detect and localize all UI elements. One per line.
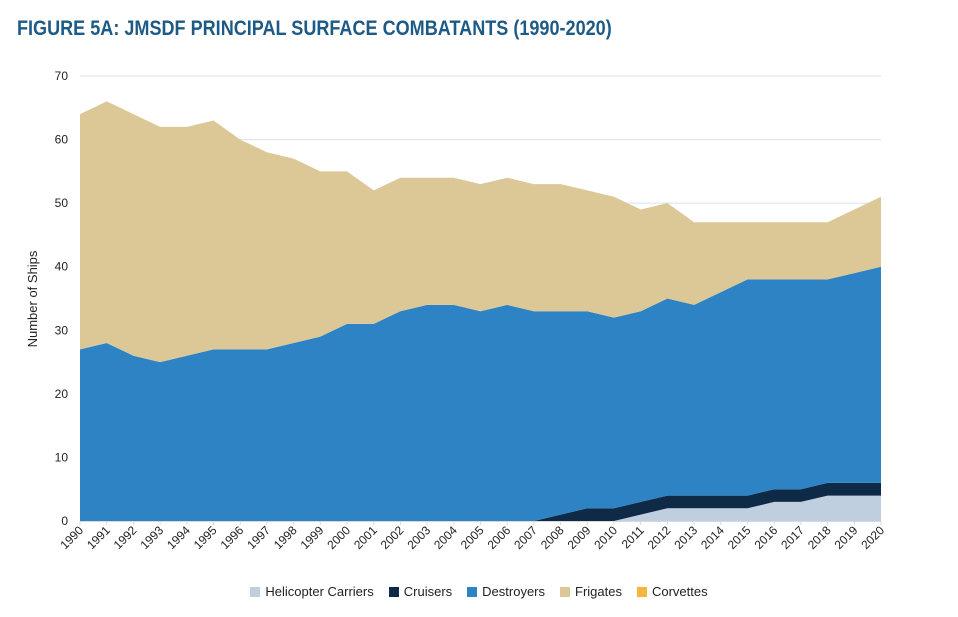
x-tick-label: 1994	[164, 523, 193, 552]
y-tick-label: 60	[55, 133, 69, 147]
x-axis: 1990199119921993199419951996199719981999…	[57, 521, 887, 552]
legend-label: Frigates	[575, 584, 622, 599]
x-tick-label: 2010	[591, 523, 620, 552]
y-tick-label: 40	[55, 260, 69, 274]
legend-label: Cruisers	[403, 584, 453, 599]
x-tick-label: 2005	[458, 523, 487, 552]
legend-item-helicopter-carriers: Helicopter Carriers	[250, 584, 374, 599]
x-tick-label: 2008	[538, 523, 567, 552]
x-tick-label: 2014	[698, 523, 727, 552]
x-tick-label: 2020	[858, 523, 887, 552]
x-tick-label: 2012	[645, 523, 674, 552]
x-tick-label: 2001	[351, 523, 380, 552]
x-tick-label: 1995	[191, 523, 220, 552]
y-tick-label: 0	[61, 514, 68, 528]
x-tick-label: 2004	[431, 523, 460, 552]
y-axis: 0 10 20 30 40 50 60 70	[55, 69, 69, 528]
legend-item-destroyers: Destroyers	[467, 584, 545, 599]
x-tick-label: 2016	[752, 523, 781, 552]
legend-label: Corvettes	[651, 584, 708, 599]
x-tick-label: 1993	[137, 523, 166, 552]
area-destroyers	[80, 266, 881, 521]
x-tick-label: 2006	[485, 523, 514, 552]
x-tick-label: 2000	[324, 523, 353, 552]
y-tick-label: 10	[55, 450, 69, 464]
x-tick-label: 1991	[84, 523, 113, 552]
legend-label: Destroyers	[482, 584, 546, 599]
x-tick-label: 2013	[671, 523, 700, 552]
x-tick-label: 1996	[218, 523, 247, 552]
stacked-areas	[80, 101, 881, 521]
x-tick-label: 1998	[271, 523, 300, 552]
legend-item-corvettes: Corvettes	[636, 584, 708, 599]
legend-swatch	[388, 586, 399, 597]
y-tick-label: 20	[55, 387, 69, 401]
x-tick-label: 2015	[725, 523, 754, 552]
legend-swatch	[636, 586, 647, 597]
x-tick-label: 2002	[378, 523, 407, 552]
x-tick-label: 2011	[619, 523, 647, 551]
legend-swatch	[467, 586, 478, 597]
legend-item-frigates: Frigates	[560, 584, 622, 599]
area-frigates	[80, 101, 881, 363]
x-tick-label: 2007	[511, 523, 540, 552]
x-tick-label: 1999	[298, 523, 327, 552]
y-axis-label: Number of Ships	[25, 250, 40, 347]
x-tick-label: 2017	[778, 523, 807, 552]
x-tick-label: 2003	[404, 523, 433, 552]
area-cruisers	[80, 482, 881, 521]
y-tick-label: 70	[55, 69, 69, 83]
x-tick-label: 1997	[244, 523, 273, 552]
legend: Helicopter Carriers Cruisers Destroyers Fri…	[0, 584, 958, 599]
x-tick-label: 2019	[832, 523, 861, 552]
x-tick-label: 2009	[565, 523, 594, 552]
y-tick-label: 50	[55, 196, 69, 210]
legend-swatch	[560, 586, 571, 597]
x-tick-label: 1992	[111, 523, 140, 552]
area-helicopter-carriers	[80, 495, 881, 521]
legend-swatch	[250, 586, 261, 597]
y-tick-label: 30	[55, 323, 69, 337]
legend-label: Helicopter Carriers	[265, 584, 374, 599]
chart-title: FIGURE 5A: JMSDF PRINCIPAL SURFACE COMBA…	[17, 17, 612, 40]
legend-item-cruisers: Cruisers	[388, 584, 453, 599]
x-tick-label: 2018	[805, 523, 834, 552]
